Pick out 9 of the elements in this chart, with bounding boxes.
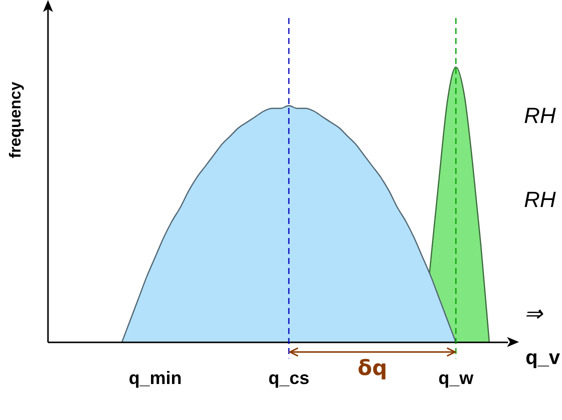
x-tick-label: q_cs [268,368,310,388]
text: ⇒ [524,301,544,326]
y-axis-title: frequency [7,82,24,158]
text: RH [524,187,556,212]
text: RH [524,103,556,128]
x-tick-label: q_min [128,368,182,388]
x-tick-label: q_w [438,368,474,388]
text: δq [358,356,388,380]
x-axis-title: q_v [526,346,561,369]
